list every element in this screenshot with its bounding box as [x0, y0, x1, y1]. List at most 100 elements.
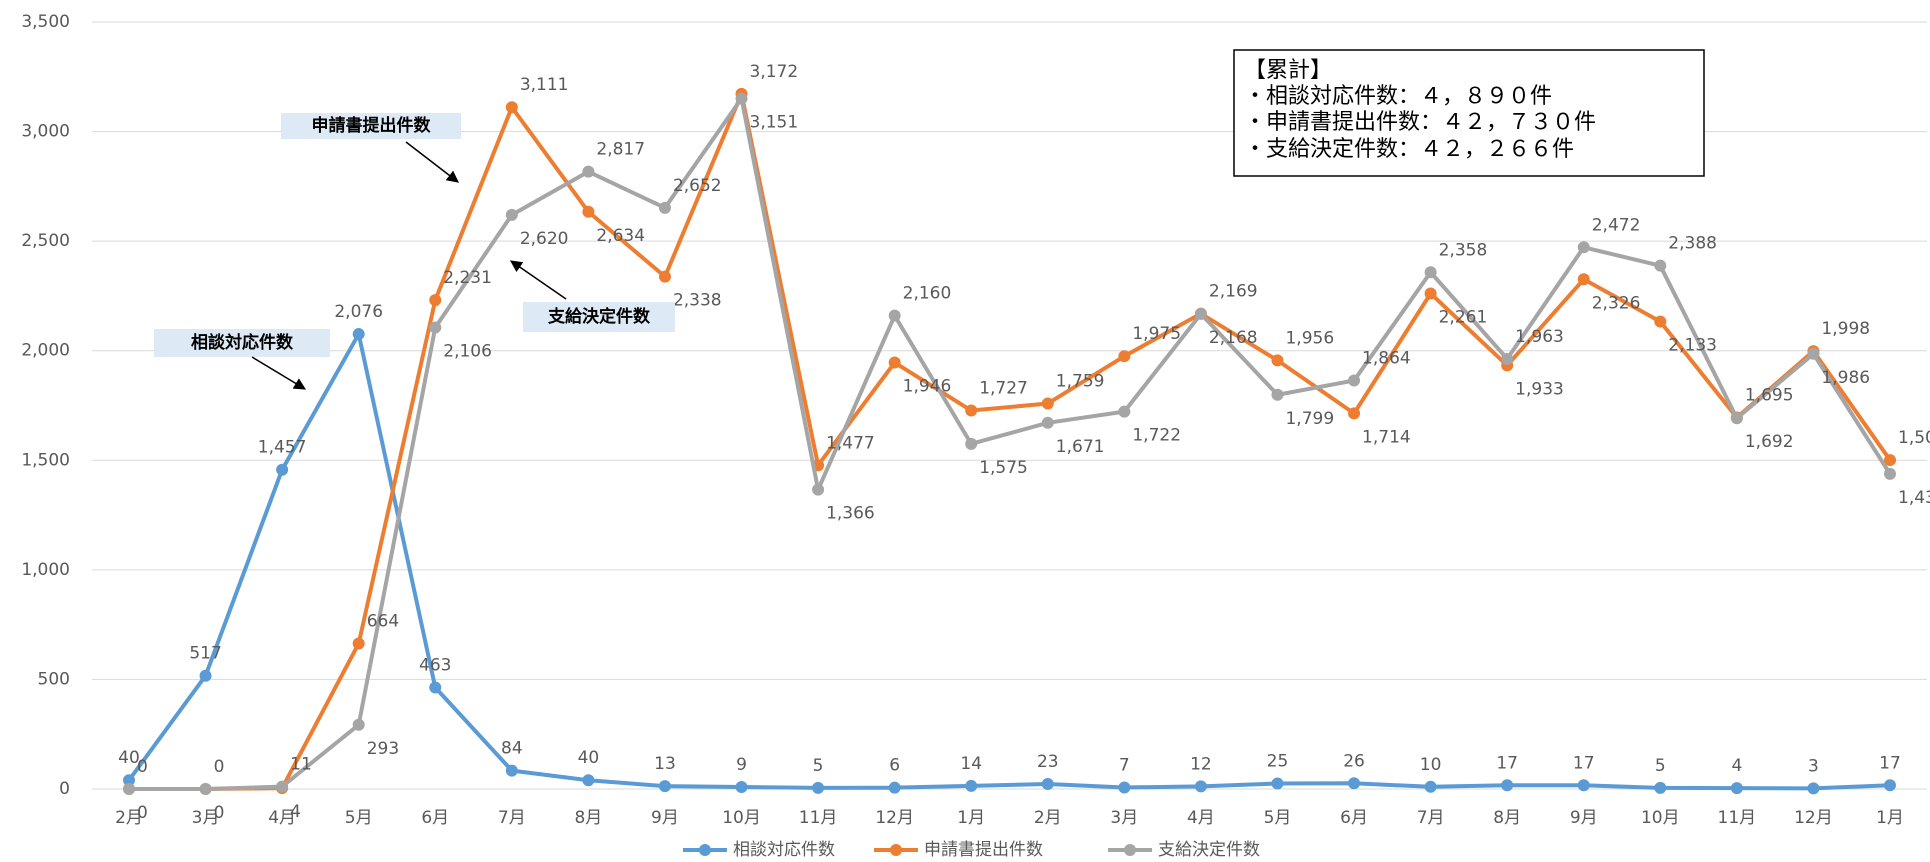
y-tick-label: 3,500	[21, 12, 70, 32]
data-point	[123, 783, 135, 795]
data-point	[1577, 273, 1590, 286]
data-label: 2,133	[1668, 336, 1717, 356]
data-label: 14	[960, 754, 982, 774]
data-label: 40	[578, 748, 600, 768]
data-point	[123, 774, 135, 787]
x-tick-label: 8月	[574, 808, 602, 828]
arrow	[405, 141, 459, 183]
data-point	[1271, 354, 1284, 367]
data-label: 1,714	[1362, 427, 1411, 447]
data-point	[1654, 781, 1667, 794]
summary-line: ・支給決定件数：４２，２６６件	[1244, 137, 1574, 162]
data-label: 10	[1420, 755, 1442, 775]
data-label: 1,695	[1745, 386, 1794, 406]
data-label: 2,388	[1668, 234, 1717, 254]
data-label: 17	[1879, 753, 1901, 773]
data-point	[199, 783, 212, 795]
data-point	[429, 681, 442, 694]
data-point	[735, 92, 748, 105]
data-point	[1348, 777, 1361, 790]
y-tick-label: 0	[59, 779, 70, 799]
legend: 相談対応件数 申請書提出件数 支給決定件数	[683, 840, 1260, 860]
x-tick-label: 3月	[1110, 808, 1138, 828]
series-line	[127, 332, 1891, 791]
data-label: 0	[214, 803, 225, 823]
data-label: 1,727	[979, 379, 1028, 399]
data-label: 2,817	[596, 140, 645, 160]
data-point	[658, 270, 671, 283]
data-label: 1,864	[1362, 349, 1411, 369]
data-label: 1,671	[1056, 437, 1105, 457]
data-label: 1,933	[1515, 379, 1564, 399]
data-label: 1,998	[1821, 319, 1870, 339]
data-label: 1,575	[979, 458, 1028, 478]
data-label: 1,438	[1898, 488, 1930, 508]
data-label: 2,169	[1209, 282, 1258, 302]
data-label: 0	[137, 803, 148, 823]
x-tick-label: 5月	[345, 808, 373, 828]
data-point	[429, 321, 442, 334]
x-tick-label: 5月	[1264, 808, 1292, 828]
data-point	[505, 764, 518, 777]
x-tick-label: 12月	[875, 808, 914, 828]
data-point	[276, 780, 289, 793]
annotation: 支給決定件数	[548, 306, 651, 327]
data-label: 1,692	[1745, 432, 1794, 452]
data-label: 2,338	[673, 291, 722, 311]
data-point	[965, 437, 978, 450]
data-point	[1884, 779, 1896, 792]
data-label: 2,326	[1592, 293, 1641, 313]
data-point	[1501, 352, 1514, 365]
data-label: 1,457	[258, 438, 307, 458]
data-point	[965, 404, 978, 417]
data-label: 2,620	[520, 229, 569, 249]
data-point	[1424, 287, 1437, 300]
data-point	[658, 780, 671, 793]
data-point	[1577, 779, 1590, 792]
summary-box	[1233, 49, 1705, 177]
annotation: 相談対応件数	[191, 332, 294, 353]
legend-marker	[1124, 844, 1136, 856]
data-label: 23	[1037, 752, 1059, 772]
data-label: 9	[736, 755, 747, 775]
x-tick-label: 4月	[268, 808, 296, 828]
x-tick-label: 9月	[651, 808, 679, 828]
x-tick-label: 8月	[1493, 808, 1521, 828]
data-label: 1,963	[1515, 327, 1564, 347]
data-label: 293	[367, 739, 399, 759]
x-tick-label: 6月	[421, 808, 449, 828]
data-label: 2,076	[334, 302, 383, 322]
data-point	[1118, 350, 1131, 363]
data-point	[888, 309, 901, 322]
data-label: 517	[189, 644, 221, 664]
data-label: 3,151	[750, 112, 799, 132]
data-point	[429, 294, 442, 307]
data-label: 3,111	[520, 75, 569, 95]
series-line	[129, 96, 1892, 791]
arrow	[251, 356, 307, 390]
summary-line: ・申請書提出件数：４２，７３０件	[1244, 110, 1596, 135]
data-point	[1041, 777, 1054, 790]
data-label: 12	[1190, 754, 1212, 774]
x-tick-label: 11月	[1718, 808, 1757, 828]
data-point	[1884, 454, 1896, 467]
data-label: 1,722	[1132, 426, 1181, 446]
data-label: 2,652	[673, 176, 722, 196]
data-point	[1118, 405, 1131, 418]
data-point	[1041, 397, 1054, 410]
annotation-box	[154, 329, 330, 357]
data-point	[352, 718, 365, 731]
data-label: 4	[290, 802, 301, 822]
x-tick-label: 1月	[957, 808, 985, 828]
data-label: 3	[1808, 756, 1819, 776]
data-label: 26	[1343, 751, 1365, 771]
x-tick-label: 7月	[498, 808, 526, 828]
data-point	[1654, 315, 1667, 328]
data-point	[1730, 412, 1743, 425]
x-tick-label: 6月	[1340, 808, 1368, 828]
data-point	[1271, 388, 1284, 401]
data-point	[505, 101, 518, 114]
data-point	[1194, 780, 1207, 793]
x-tick-label: 2月	[1034, 808, 1062, 828]
data-point	[812, 781, 825, 794]
